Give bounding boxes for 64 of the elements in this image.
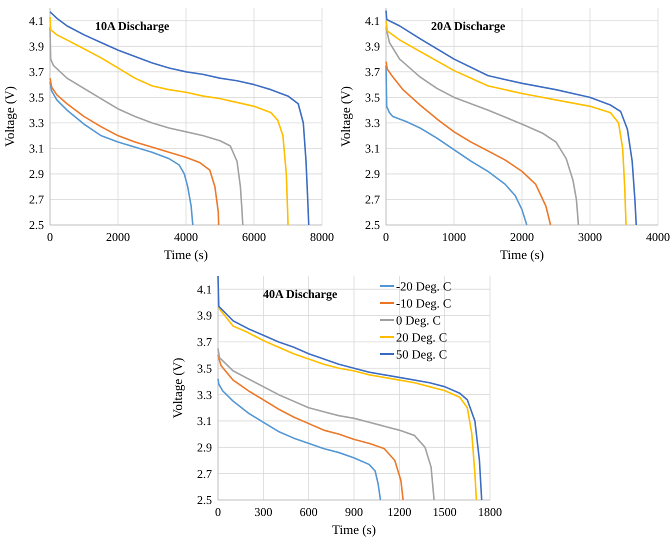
y-tick-label: 4.1 [197,282,212,296]
y-tick-label: 3.1 [29,142,44,156]
y-tick-label: 3.9 [29,39,44,54]
x-tick-label: 1500 [432,505,457,519]
y-tick-label: 2.9 [197,440,212,454]
x-tick-label: 6000 [242,230,266,244]
x-tick-label: 300 [254,505,272,519]
legend-label: 0 Deg. C [396,313,441,328]
y-tick-label: 3.1 [197,414,212,428]
text: 40A Discharge [263,287,338,301]
line-series [49,81,194,226]
y-tick-label: 4.1 [365,14,380,28]
text: 20A Discharge [431,19,506,33]
y-tick-label: 4.1 [29,14,44,28]
x-tick-label: 2000 [106,230,130,244]
x-tick-label: 8000 [310,230,334,244]
x-tick-label: 1200 [387,505,412,519]
y-tick-label: 2.7 [29,192,44,207]
x-tick-label: 2000 [510,230,534,244]
line-series [217,378,382,501]
x-tick-label: 0 [383,230,389,244]
x-tick-label: 600 [300,505,318,519]
y-tick-label: 2.5 [365,218,380,232]
x-tick-label: 0 [47,230,53,244]
x-tick-label: 3000 [578,230,602,244]
x-tick-label: 1800 [478,505,502,519]
y-tick-label: 3.5 [365,90,380,105]
y-tick-label: 3.5 [29,90,44,105]
y-tick-label: 2.5 [197,493,212,508]
y-tick-label: 3.7 [197,335,212,350]
y-tick-label: 3.9 [197,308,212,323]
y-tick-label: 3.1 [365,142,380,156]
y-tick-label: 3.3 [197,388,212,402]
legend-label: -10 Deg. C [396,296,452,310]
line-series [385,60,552,226]
y-tick-label: 2.7 [365,192,380,207]
y-tick-label: 2.9 [29,167,44,182]
legend-label: 50 Deg. C [396,347,448,362]
x-tick-label: 4000 [646,230,670,244]
y-tick-label: 2.5 [29,218,44,232]
text: 10A Discharge [95,19,170,33]
y-tick-label: 3.5 [197,361,212,376]
x-tick-label: 900 [345,505,363,519]
x-tick-label: 4000 [174,230,198,244]
x-tick-label: 1000 [442,230,466,244]
line-series [217,348,435,501]
x-axis-title: Time (s) [332,522,376,537]
x-axis-title: Time (s) [164,247,208,262]
x-axis-title: Time (s) [500,247,544,262]
y-tick-label: 3.3 [29,116,44,130]
y-tick-label: 2.7 [197,466,212,481]
y-tick-label: 2.9 [365,167,380,182]
line-series [385,64,528,226]
y-axis-title: Voltage (V) [2,86,17,147]
y-tick-label: 3.3 [365,116,380,130]
y-axis-title: Voltage (V) [170,358,185,418]
y-tick-label: 3.7 [365,65,380,80]
legend-label: -20 Deg. C [396,279,452,294]
x-tick-label: 0 [215,505,221,519]
line-series [49,77,220,226]
legend-label: 20 Deg. C [396,330,448,344]
y-axis-title: Voltage (V) [338,86,353,147]
y-tick-label: 3.7 [29,65,44,80]
y-tick-label: 3.9 [365,39,380,54]
